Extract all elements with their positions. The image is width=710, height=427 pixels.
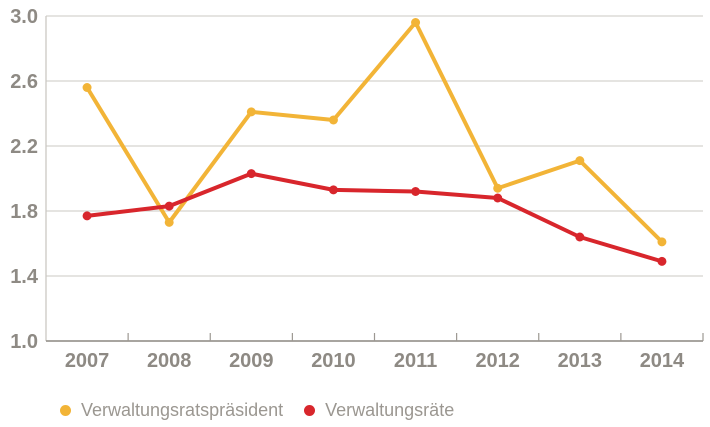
x-axis-label: 2013 bbox=[558, 350, 603, 372]
data-point bbox=[164, 201, 174, 211]
x-axis-label: 2007 bbox=[65, 350, 110, 372]
data-point bbox=[411, 18, 421, 27]
x-axis-label: 2012 bbox=[475, 350, 520, 372]
x-axis-label: 2014 bbox=[640, 350, 685, 372]
y-axis-label: 1.8 bbox=[10, 201, 38, 223]
data-point bbox=[493, 183, 503, 193]
x-axis-label: 2008 bbox=[147, 350, 192, 372]
circle-icon bbox=[60, 404, 71, 416]
data-point bbox=[657, 256, 667, 266]
data-point bbox=[328, 115, 338, 125]
data-point bbox=[82, 211, 92, 221]
y-axis-label: 3.0 bbox=[10, 6, 38, 28]
data-point bbox=[328, 185, 338, 195]
y-axis-label: 1.0 bbox=[10, 331, 38, 353]
data-point bbox=[657, 237, 667, 247]
legend-item-verwaltungsraete: Verwaltungsräte bbox=[304, 399, 454, 421]
data-point bbox=[493, 193, 503, 203]
series-line-1 bbox=[85, 171, 664, 264]
data-point bbox=[164, 217, 174, 227]
legend-label-verwaltungsratspraesident: Verwaltungsratspräsident bbox=[81, 400, 284, 420]
data-point bbox=[246, 169, 256, 179]
series-line-0 bbox=[85, 20, 664, 244]
x-axis-label: 2009 bbox=[229, 350, 274, 372]
data-point bbox=[575, 156, 585, 166]
data-point bbox=[411, 187, 421, 196]
data-point bbox=[246, 107, 256, 117]
data-point bbox=[575, 232, 585, 242]
y-axis-label: 2.6 bbox=[10, 71, 38, 93]
chart-plot-area: 3.0 2.6 2.2 1.8 1.4 1.0 2007 2008 2009 2010 2011 20… bbox=[10, 6, 704, 372]
chart-legend: Verwaltungsratspräsident Verwaltungsräte bbox=[60, 399, 454, 421]
circle-icon bbox=[304, 404, 316, 416]
legend-label-verwaltungsraete: Verwaltungsräte bbox=[325, 400, 455, 420]
x-axis-label: 2011 bbox=[394, 350, 437, 372]
y-axis-label: 2.2 bbox=[10, 136, 38, 158]
data-point bbox=[82, 83, 92, 92]
y-axis-label: 1.4 bbox=[10, 266, 39, 288]
legend-item-verwaltungsratspraesident: Verwaltungsratspräsident bbox=[60, 399, 283, 421]
x-axis-label: 2010 bbox=[311, 350, 356, 372]
